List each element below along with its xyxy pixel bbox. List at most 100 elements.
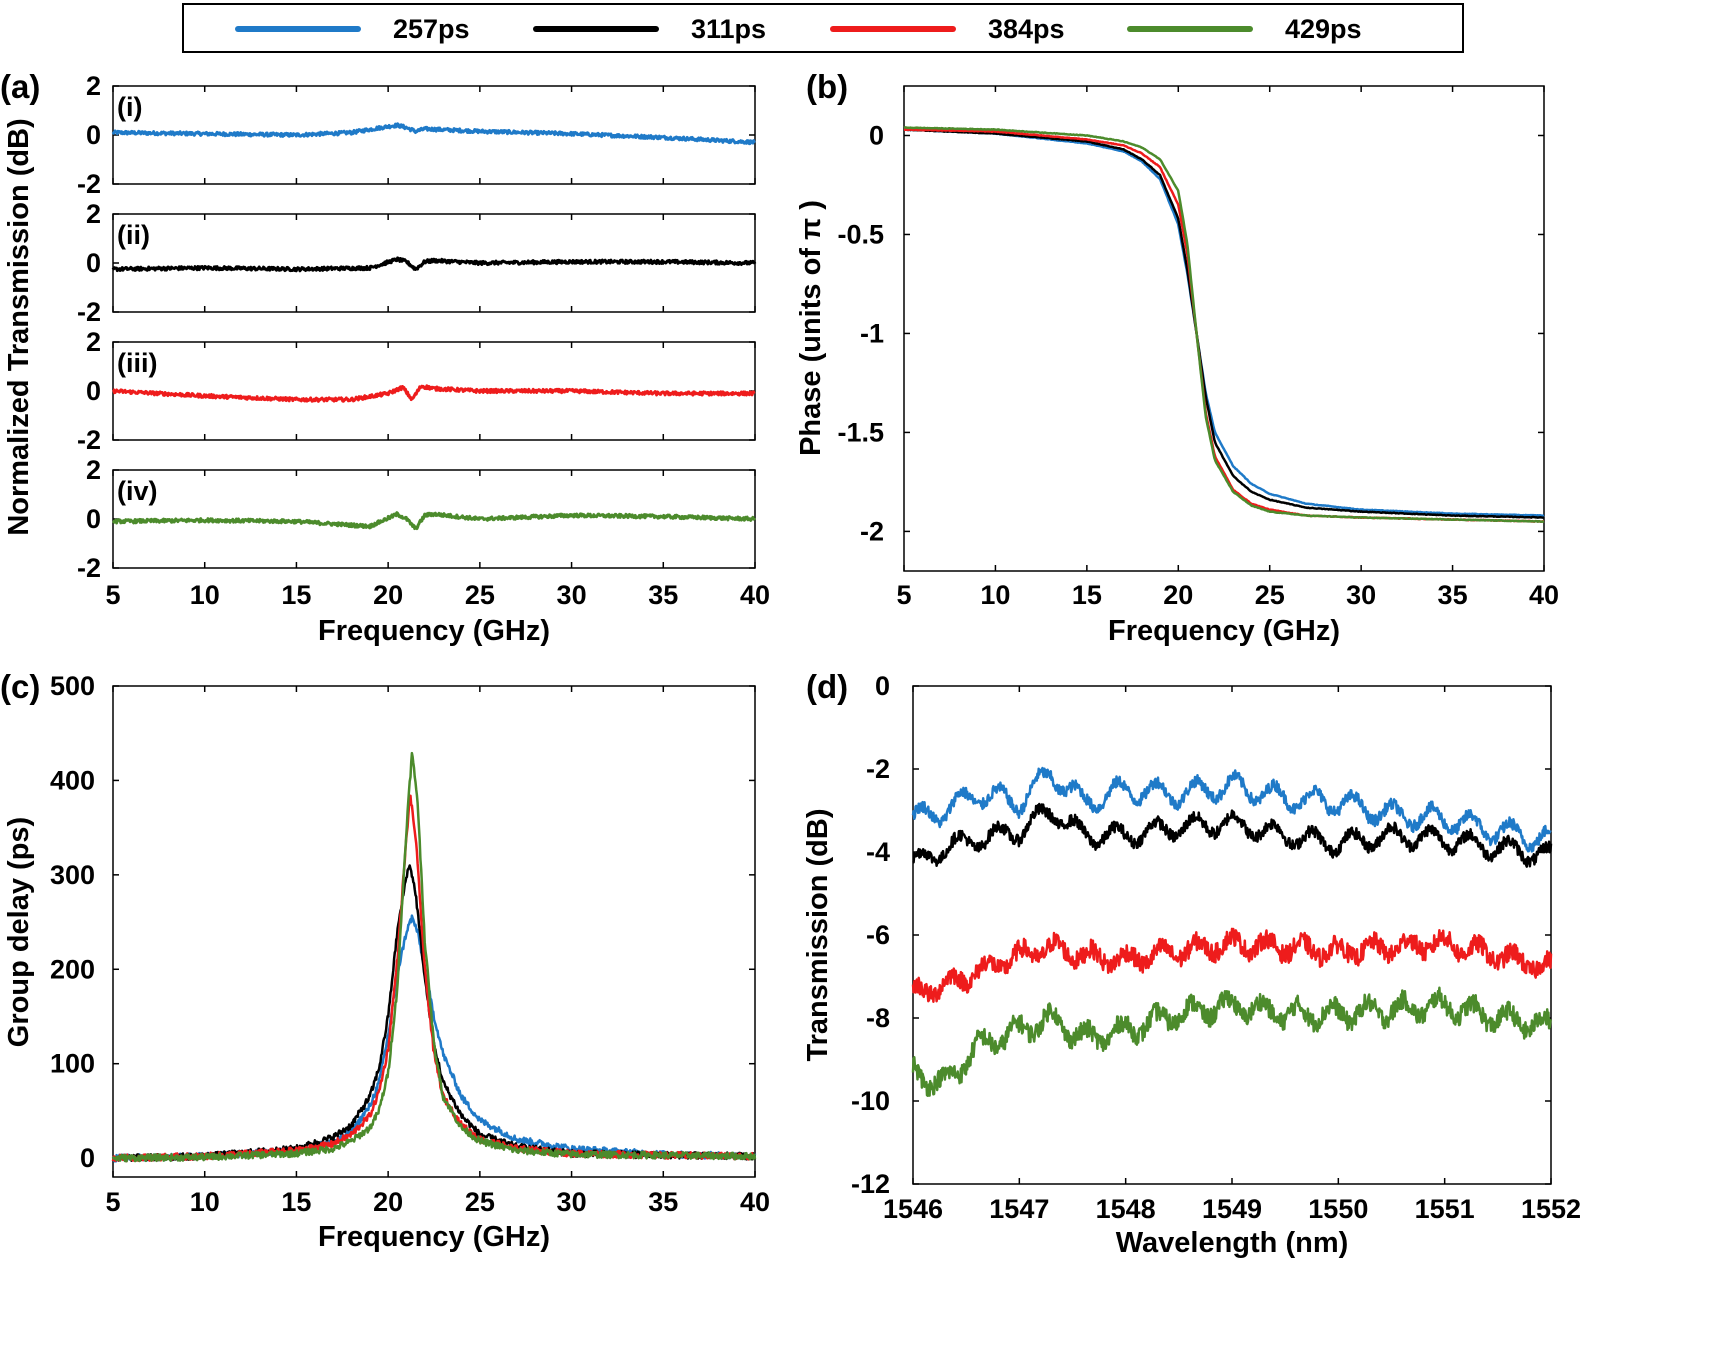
panel-c-ytick-label: 200: [50, 954, 95, 984]
panel-d-xtick-label: 1551: [1415, 1194, 1475, 1224]
panel-c-ytick-label: 300: [50, 860, 95, 890]
series-line-384ps: [903, 128, 1545, 523]
panel-a-sub3-label: (iii): [117, 348, 158, 378]
panel-c-xtick-label: 40: [740, 1187, 770, 1217]
series-line-429ps: [111, 751, 757, 1163]
legend-label-311ps: 311ps: [691, 14, 766, 44]
panel-a-sub4-xtick-label: 25: [465, 580, 495, 610]
panel-b-ytick-label: -1.5: [837, 417, 884, 447]
panel-c-xtick-label: 30: [557, 1187, 587, 1217]
panel-a-sub2-ytick-label: -2: [77, 297, 101, 327]
panel-d-xtick-label: 1552: [1521, 1194, 1581, 1224]
panel-a-sub1-ytick-label: 2: [86, 71, 101, 101]
panel-d-ytick-label: -6: [866, 920, 890, 950]
panel-a-sub2-ytick-label: 0: [86, 248, 101, 278]
panel-b-xtick-label: 30: [1346, 580, 1376, 610]
panel-b-xlabel: Frequency (GHz): [1108, 615, 1340, 647]
panel-d-xtick-label: 1550: [1308, 1194, 1368, 1224]
panel-c-group-delay: (c) 5 10 15 20 25 30 35 40 500 400 300 200 100 0 Freque…: [0, 668, 770, 1253]
panel-a-sub1-label: (i): [117, 92, 142, 122]
panel-a-sub4-xtick-label: 35: [648, 580, 678, 610]
panel-a-sub4-xtick-label: 10: [190, 580, 220, 610]
panel-label-c: (c): [0, 668, 40, 705]
panel-d-ytick-label: -2: [866, 754, 890, 784]
panel-d-ylabel: Transmission (dB): [802, 809, 834, 1062]
panel-a-sub2-label: (ii): [117, 220, 150, 250]
panel-d-xlabel: Wavelength (nm): [1116, 1227, 1349, 1259]
panel-d-ytick-label: 0: [875, 671, 890, 701]
panel-b-xtick-label: 10: [980, 580, 1010, 610]
panel-a-sub4-label: (iv): [117, 476, 158, 506]
series-line-384ps: [112, 384, 756, 403]
series-line-429ps: [911, 986, 1553, 1098]
panel-a-sub1-ytick-label: 0: [86, 120, 101, 150]
panel-a-sub4-xtick-label: 20: [373, 580, 403, 610]
panel-b-ytick-label: 0: [869, 120, 884, 150]
legend-label-384ps: 384ps: [988, 14, 1065, 44]
series-line-311ps: [111, 256, 757, 273]
series-line-257ps: [911, 766, 1552, 853]
series-line-311ps: [903, 128, 1545, 519]
series-line-429ps: [111, 511, 757, 531]
panel-a-sub3-ytick-label: 0: [86, 376, 101, 406]
panel-a-sub3-ytick-label: 2: [86, 327, 101, 357]
panel-c-ytick-label: 500: [50, 671, 95, 701]
panel-d-ytick-label: -8: [866, 1003, 890, 1033]
panel-a-sub4-xtick-label: 40: [740, 580, 770, 610]
panel-d-xtick-label: 1548: [1096, 1194, 1156, 1224]
panel-c-ytick-label: 400: [50, 765, 95, 795]
panel-b-ylabel: Phase (units of π ): [795, 200, 827, 456]
series-line-311ps: [912, 802, 1553, 868]
panel-label-b: (b): [806, 68, 848, 105]
panel-a-sub1-ytick-label: -2: [77, 169, 101, 199]
panel-c-xtick-label: 35: [648, 1187, 678, 1217]
panel-a-sub4-xtick-label: 5: [105, 580, 120, 610]
panel-a-ylabel: Normalized Transmission (dB): [3, 118, 35, 535]
panel-d-ytick-label: -10: [851, 1086, 890, 1116]
panel-a-sub4-xtick-label: 15: [281, 580, 311, 610]
panel-d-xtick-label: 1547: [989, 1194, 1049, 1224]
panel-c-ytick-label: 100: [50, 1049, 95, 1079]
panel-c-xtick-label: 5: [105, 1187, 120, 1217]
panel-c-xlabel: Frequency (GHz): [318, 1221, 550, 1253]
series-line-384ps: [111, 794, 756, 1163]
series-line-384ps: [911, 927, 1553, 1003]
legend-box: [182, 3, 1464, 53]
panel-c-frame: [112, 685, 756, 1178]
panel-a-sub2-ytick-label: 2: [86, 199, 101, 229]
panel-b-phase: (b) 5 10 15 20 25 30 35 40 0 -0.5 -1 -1.5 -2 Frequency…: [795, 68, 1559, 647]
legend: 257ps 311ps 384ps 429ps: [182, 3, 1464, 53]
panel-d-ytick-label: -4: [866, 837, 890, 867]
panel-d-xtick-label: 1546: [883, 1194, 943, 1224]
panel-a-transmission: (a) 20-2(i)20-2(ii)20-2(iii)5 10 15 20 25 30 35…: [0, 68, 770, 647]
panel-b-ytick-label: -2: [860, 516, 884, 546]
panel-a-sub3-ytick-label: -2: [77, 425, 101, 455]
panel-c-ylabel: Group delay (ps): [3, 817, 35, 1047]
panel-d-ytick-label: -12: [851, 1169, 890, 1199]
panel-b-xtick-label: 25: [1255, 580, 1285, 610]
panel-c-ytick-label: 0: [80, 1143, 95, 1173]
panel-c-xtick-label: 20: [373, 1187, 403, 1217]
panel-a-sub4-ytick-label: -2: [77, 553, 101, 583]
panel-b-ytick-label: -1: [860, 318, 884, 348]
panel-c-xtick-label: 10: [190, 1187, 220, 1217]
panel-b-xtick-label: 35: [1438, 580, 1468, 610]
panel-b-xtick-label: 5: [896, 580, 911, 610]
series-line-429ps: [903, 126, 1545, 523]
panel-a-sub4-xtick-label: 30: [557, 580, 587, 610]
panel-b-xtick-label: 15: [1072, 580, 1102, 610]
panel-b-xtick-label: 20: [1163, 580, 1193, 610]
panel-label-d: (d): [806, 668, 848, 705]
legend-label-257ps: 257ps: [393, 14, 470, 44]
panel-b-xtick-label: 40: [1529, 580, 1559, 610]
panel-d-wavelength-transmission: (d) 1546 1547 1548 1549 1550 1551 1552 0 -2 -4 -6 -8…: [802, 668, 1581, 1259]
panel-b-ytick-label: -0.5: [837, 219, 884, 249]
panel-b-frame: [903, 85, 1545, 572]
series-line-257ps: [111, 122, 756, 146]
panel-a-sub4-ytick-label: 2: [86, 455, 101, 485]
panel-c-xtick-label: 15: [281, 1187, 311, 1217]
panel-a-sub4-ytick-label: 0: [86, 504, 101, 534]
legend-label-429ps: 429ps: [1285, 14, 1362, 44]
panel-d-xtick-label: 1549: [1202, 1194, 1262, 1224]
